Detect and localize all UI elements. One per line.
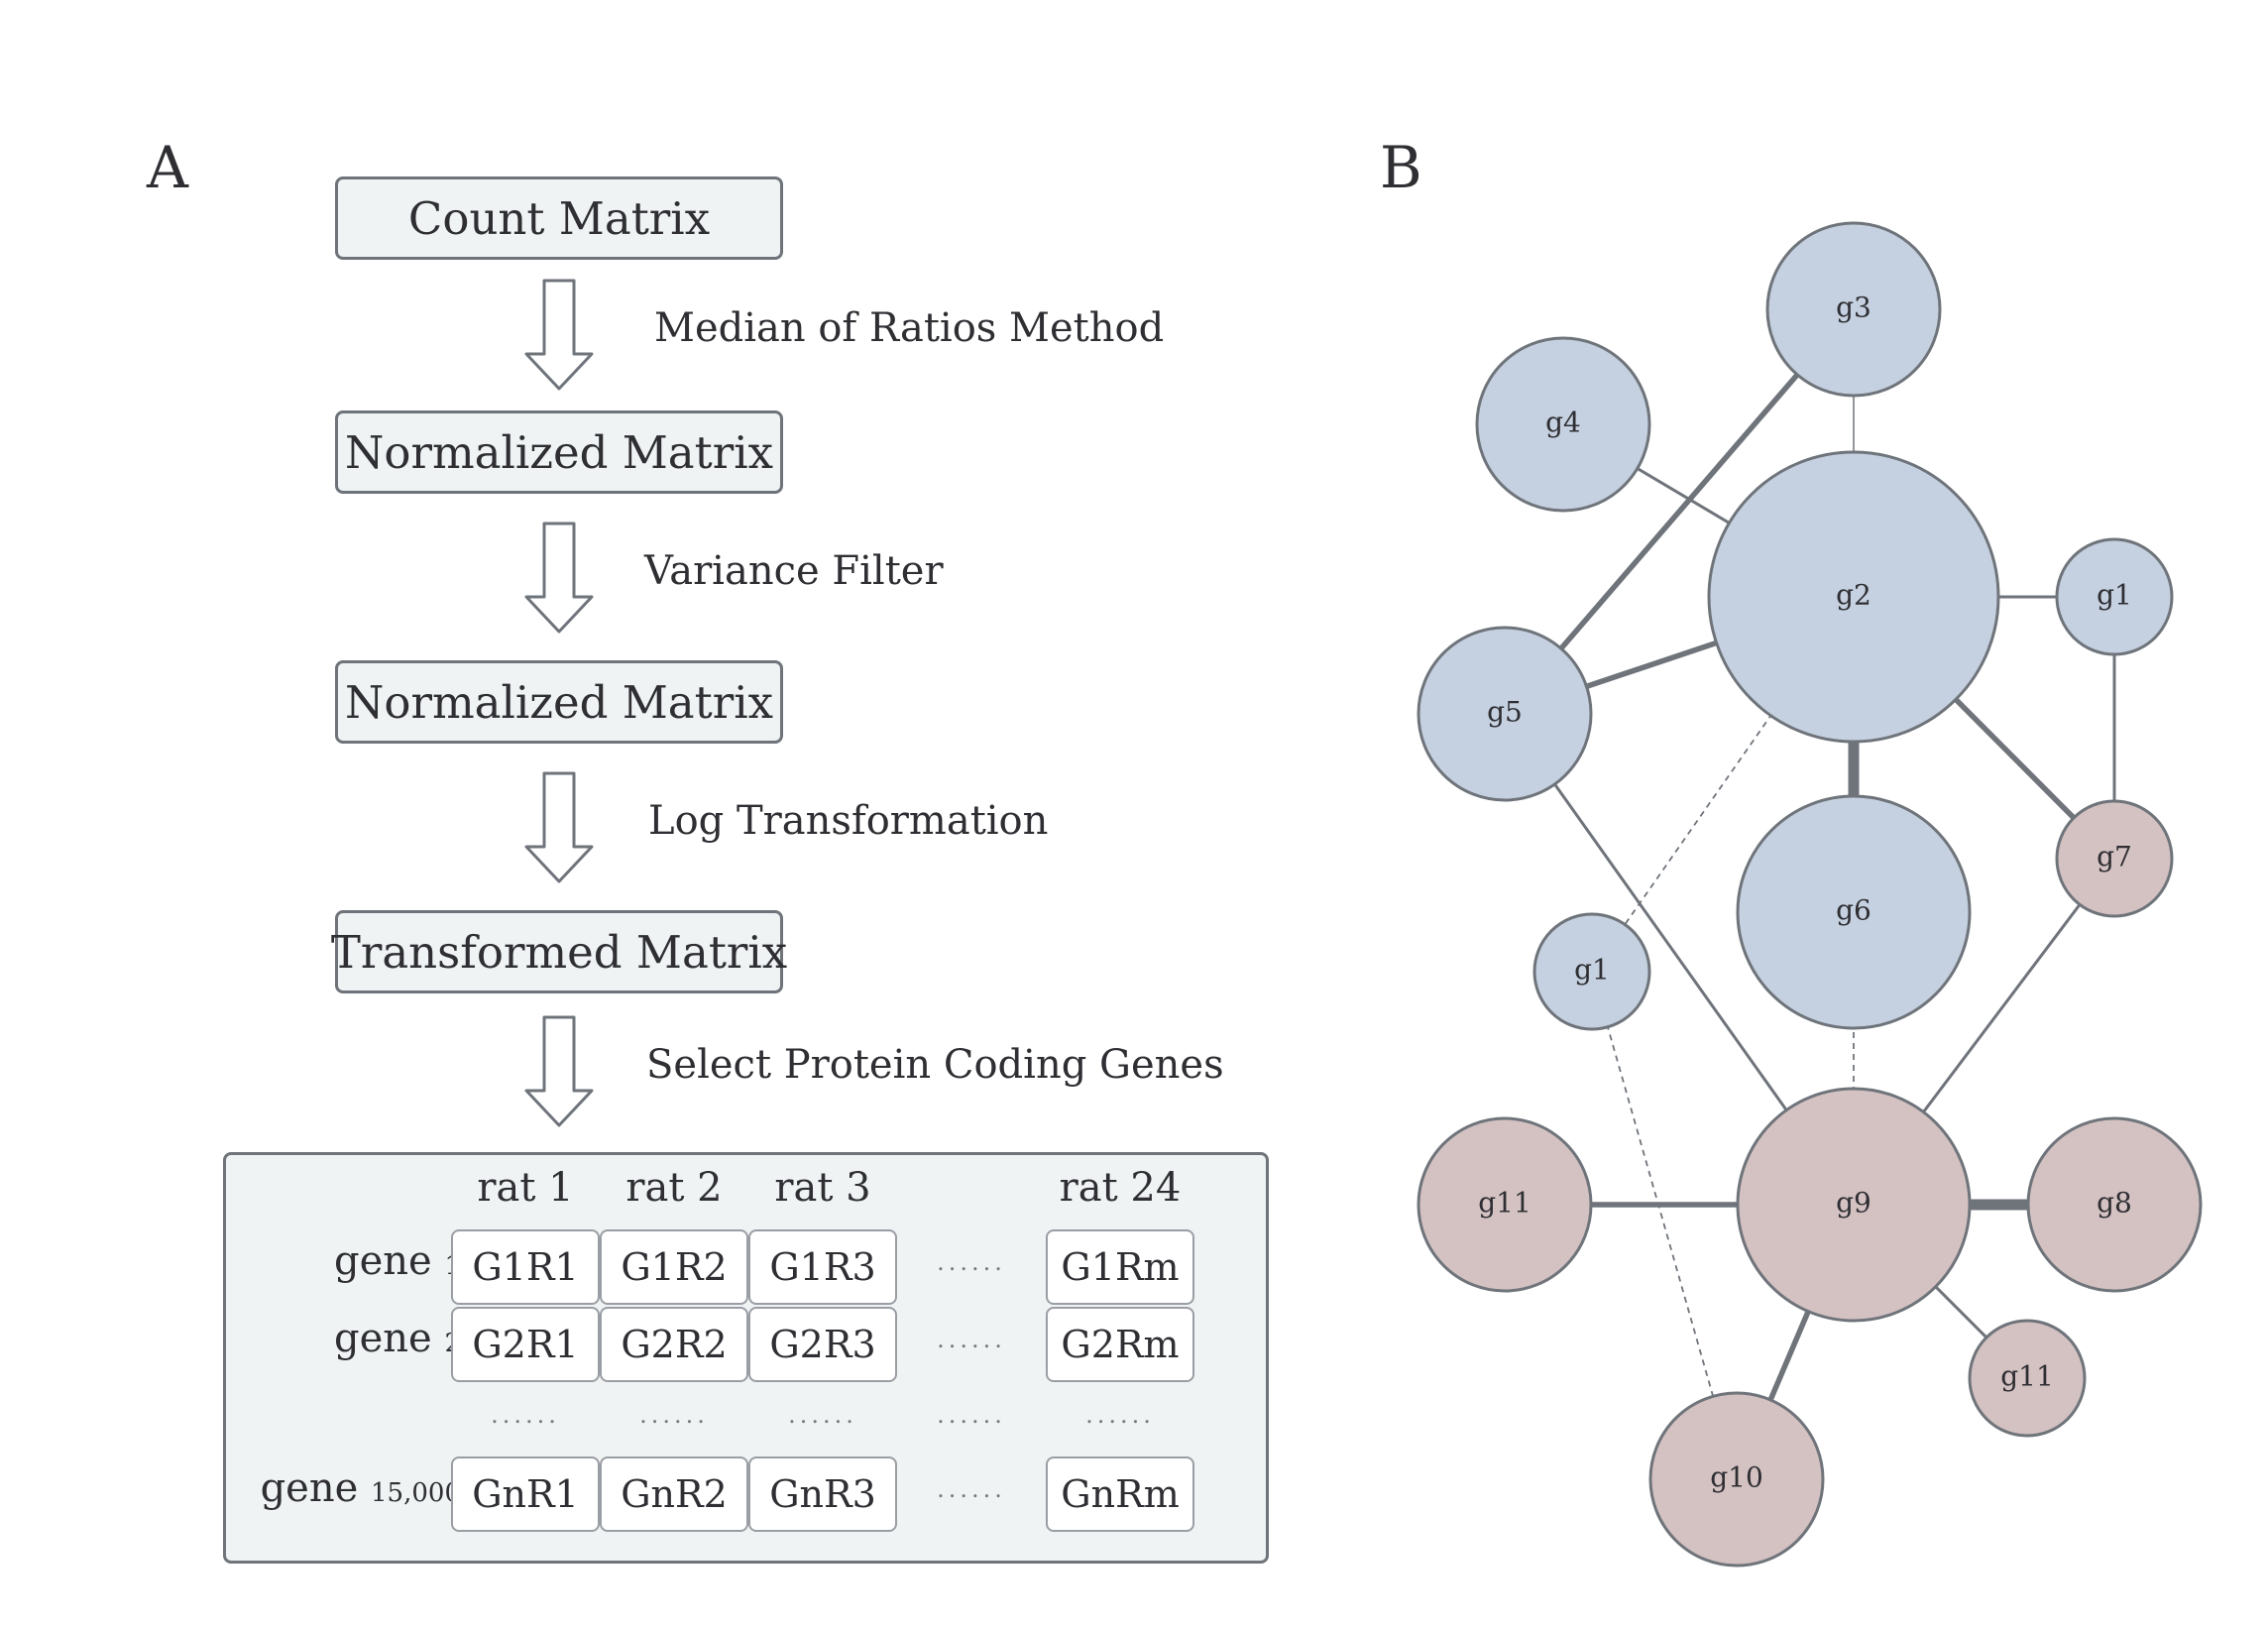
node-g9: g9: [1736, 1087, 1972, 1323]
row-ellipsis: ......: [937, 1248, 1006, 1276]
gene-matrix-table: rat 1 rat 2 rat 3 rat 24 gene 1 G1R1 G1R…: [223, 1152, 1269, 1564]
transformed-matrix-box: Transformed Matrix: [331, 910, 787, 993]
cell-g2rm: G2Rm: [1046, 1307, 1194, 1382]
edge-g1b-g10: [1591, 971, 1738, 1480]
col-ellipsis-3: ......: [788, 1401, 857, 1429]
node-g4: g4: [1475, 336, 1651, 513]
node-label: g11: [1478, 1187, 1531, 1220]
panel-a-letter: A: [147, 134, 188, 201]
node-label: g10: [1710, 1461, 1763, 1494]
node-circle: [1532, 912, 1651, 1031]
node-g6: g6: [1736, 794, 1972, 1030]
col-ellipsis-5: ......: [1085, 1401, 1155, 1429]
node-circle: [2026, 1116, 2203, 1293]
count-matrix-box: Count Matrix: [335, 176, 783, 260]
cell-gnr2: GnR2: [600, 1456, 748, 1532]
cell-g2r3: G2R3: [748, 1307, 897, 1382]
node-circle: [1417, 1116, 1593, 1293]
row-head-gene-15000: gene 15,000: [260, 1465, 461, 1511]
arrow-down-icon: [524, 279, 594, 391]
cell-g1r2: G1R2: [600, 1229, 748, 1305]
cell-gnr3: GnR3: [748, 1456, 897, 1532]
node-g10: g10: [1648, 1391, 1825, 1568]
col-ellipsis-4: ......: [937, 1401, 1006, 1429]
node-label: g1: [2097, 579, 2132, 612]
cell-g1r3: G1R3: [748, 1229, 897, 1305]
node-g3: g3: [1765, 221, 1942, 398]
normalized-matrix-box-1: Normalized Matrix: [335, 410, 783, 494]
node-g11b: g11: [1968, 1319, 2087, 1438]
node-circle: [1707, 450, 2000, 744]
step-log-transformation: Log Transformation: [648, 798, 1049, 844]
col-head-rat-3: rat 3: [774, 1165, 871, 1211]
step-select-protein-coding: Select Protein Coding Genes: [646, 1042, 1224, 1088]
cell-g2r2: G2R2: [600, 1307, 748, 1382]
col-ellipsis-1: ......: [491, 1401, 560, 1429]
arrow-down-icon: [524, 771, 594, 883]
node-circle: [1765, 221, 1942, 398]
node-label: g4: [1545, 407, 1581, 439]
node-label: g9: [1836, 1187, 1871, 1220]
node-circle: [2055, 537, 2174, 656]
node-label: g3: [1836, 291, 1871, 324]
normalized-matrix-box-2: Normalized Matrix: [335, 660, 783, 744]
row-ellipsis: ......: [937, 1326, 1006, 1353]
node-label: g6: [1836, 894, 1871, 927]
node-circle: [1736, 1087, 1972, 1323]
node-label: g5: [1487, 696, 1523, 729]
col-head-rat-24: rat 24: [1059, 1165, 1182, 1211]
col-head-rat-1: rat 1: [477, 1165, 574, 1211]
node-g1a: g1: [2055, 537, 2174, 656]
node-g2: g2: [1707, 450, 2000, 744]
cell-g1r1: G1R1: [451, 1229, 600, 1305]
cell-gnr1: GnR1: [451, 1456, 600, 1532]
node-circle: [1736, 794, 1972, 1030]
col-head-rat-2: rat 2: [625, 1165, 723, 1211]
step-variance-filter: Variance Filter: [644, 548, 944, 594]
node-label: g2: [1836, 579, 1871, 612]
node-g8: g8: [2026, 1116, 2203, 1293]
cell-g1rm: G1Rm: [1046, 1229, 1194, 1305]
node-label: g11: [2000, 1360, 2054, 1393]
node-g1b: g1: [1532, 912, 1651, 1031]
node-g5: g5: [1417, 626, 1593, 802]
node-circle: [1648, 1391, 1825, 1568]
node-label: g7: [2097, 841, 2132, 873]
edge-g3-g5: [1502, 307, 1857, 716]
cell-g2r1: G2R1: [451, 1307, 600, 1382]
row-ellipsis: ......: [937, 1475, 1006, 1503]
cell-gnrm: GnRm: [1046, 1456, 1194, 1532]
node-circle: [1417, 626, 1593, 802]
node-label: g8: [2097, 1187, 2132, 1220]
node-circle: [1968, 1319, 2087, 1438]
node-circle: [2055, 799, 2174, 918]
node-label: g1: [1574, 954, 1610, 987]
col-ellipsis-2: ......: [639, 1401, 709, 1429]
panel-b-letter: B: [1380, 134, 1422, 201]
node-g7: g7: [2055, 799, 2174, 918]
arrow-down-icon: [524, 1015, 594, 1127]
step-median-of-ratios: Median of Ratios Method: [654, 305, 1165, 351]
arrow-down-icon: [524, 522, 594, 634]
node-circle: [1475, 336, 1651, 513]
node-g11a: g11: [1417, 1116, 1593, 1293]
